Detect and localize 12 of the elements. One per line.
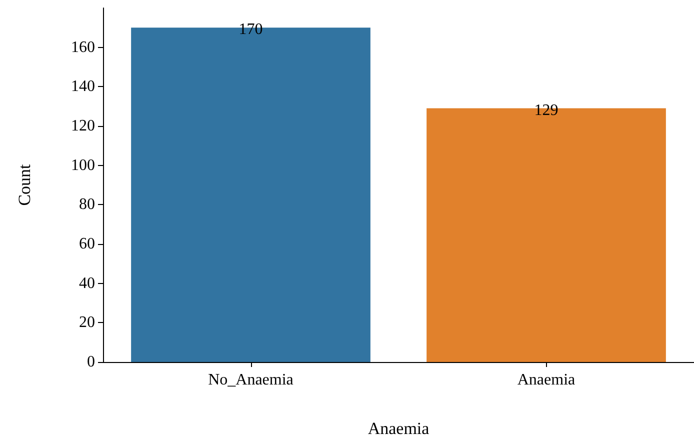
y-tick-label: 0: [87, 354, 95, 370]
y-tick-label: 140: [71, 78, 95, 96]
y-tick-label: 120: [71, 118, 95, 134]
y-tick-label: 60: [79, 236, 95, 252]
y-tick-label: 20: [79, 314, 95, 332]
y-tick-label: 100: [71, 156, 95, 174]
y-axis-title: Count: [15, 164, 34, 206]
y-tick-label: 80: [79, 196, 95, 214]
y-tick-label: 40: [79, 274, 95, 292]
x-tick-label: No_Anaemia: [208, 372, 294, 388]
x-axis-title: Anaemia: [368, 419, 430, 438]
y-tick-label: 160: [71, 38, 95, 56]
